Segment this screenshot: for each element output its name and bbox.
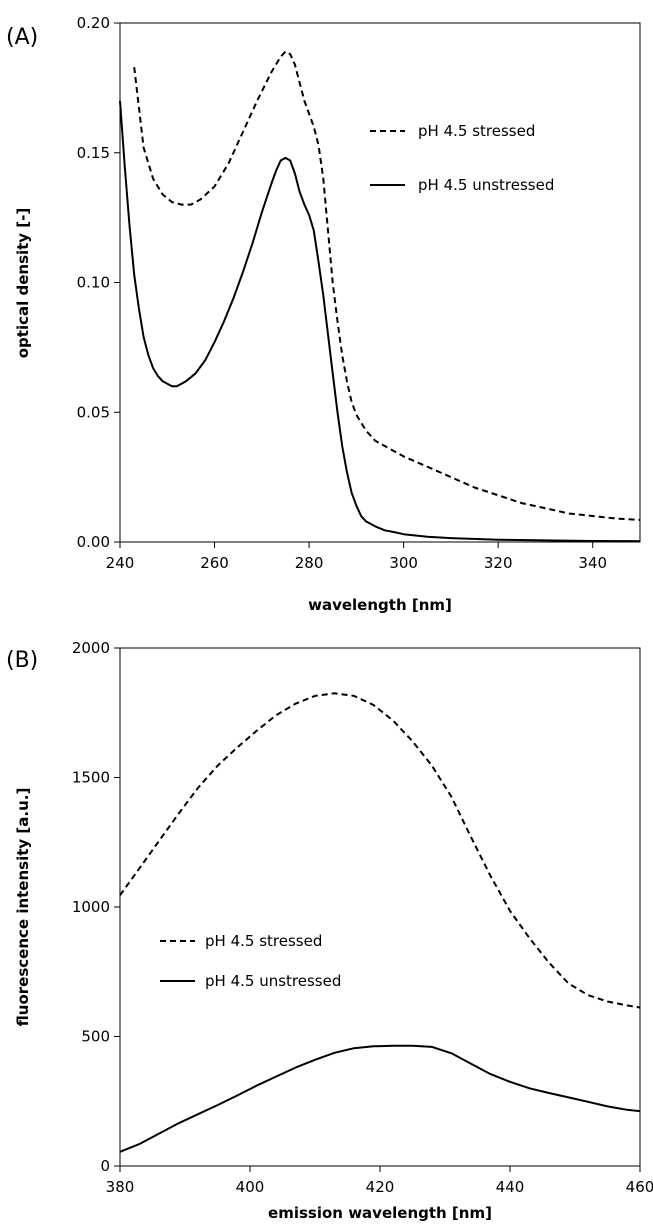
chart-a: (A) 240 260 280 300 320 340 0.000.050.100.150… — [6, 14, 641, 614]
x-tick-label-b: 420 — [366, 1178, 395, 1196]
x-tick-label-a: 320 — [484, 554, 513, 572]
y-tick-label-a: 0.20 — [77, 14, 110, 32]
y-axis-label-a: optical density [-] — [14, 208, 32, 359]
series-line-unstressed-a — [119, 100, 641, 543]
x-tick-label-b: 440 — [496, 1178, 525, 1196]
x-tick-label-b: 380 — [106, 1178, 135, 1196]
y-tick-label-b: 1000 — [72, 898, 110, 916]
y-axis-label-b: fluorescence intensity [a.u.] — [14, 788, 32, 1027]
series-layer-a — [119, 50, 641, 543]
y-tick-label-a: 0.00 — [77, 533, 110, 551]
legend-b: pH 4.5 stressed pH 4.5 unstressed — [160, 932, 341, 990]
y-ticks-a: 0.00 0.05 0.10 0.15 0.20 — [77, 14, 120, 551]
chart-b: (B) 380 400 420 440 460 0 500 1000 1500 2000 emi… — [6, 639, 653, 1222]
legend-label-stressed-b: pH 4.5 stressed — [205, 932, 322, 950]
plot-frame-a — [119, 22, 641, 543]
legend-label-stressed-a: pH 4.5 stressed — [418, 122, 535, 140]
series-line-stressed-b — [119, 692, 641, 1009]
y-ticks-b: 0 500 1000 1500 2000 — [72, 639, 120, 1175]
x-tick-label-a: 260 — [200, 554, 229, 572]
x-tick-label-a: 280 — [295, 554, 324, 572]
panel-label-b: (B) — [6, 648, 38, 673]
y-tick-label-b: 500 — [81, 1028, 110, 1046]
x-ticks-b: 380 400 420 440 460 — [106, 1166, 653, 1196]
series-line-stressed-a — [133, 50, 641, 521]
plot-frame-b — [119, 647, 641, 1167]
y-tick-label-a: 0.15 — [77, 144, 110, 162]
x-tick-label-b: 400 — [236, 1178, 265, 1196]
x-axis-label-b: emission wavelength [nm] — [268, 1204, 492, 1222]
legend-a: pH 4.5 stressed pH 4.5 unstressed — [370, 122, 554, 194]
x-axis-label-a: wavelength [nm] — [308, 596, 452, 614]
x-ticks-a: 240 260 280 300 320 340 — [106, 542, 607, 572]
y-tick-label-b: 0 — [100, 1157, 110, 1175]
legend-label-unstressed-b: pH 4.5 unstressed — [205, 972, 341, 990]
x-tick-label-b: 460 — [626, 1178, 653, 1196]
x-tick-label-a: 300 — [389, 554, 418, 572]
y-tick-label-a: 0.05 — [77, 403, 110, 421]
panel-label-a: (A) — [6, 25, 38, 50]
series-layer-b — [119, 692, 641, 1153]
y-tick-label-a: 0.10 — [77, 274, 110, 292]
legend-label-unstressed-a: pH 4.5 unstressed — [418, 176, 554, 194]
y-tick-label-b: 1500 — [72, 769, 110, 787]
series-line-unstressed-b — [119, 1044, 641, 1153]
y-tick-label-b: 2000 — [72, 639, 110, 657]
x-tick-label-a: 240 — [106, 554, 135, 572]
x-tick-label-a: 340 — [578, 554, 607, 572]
